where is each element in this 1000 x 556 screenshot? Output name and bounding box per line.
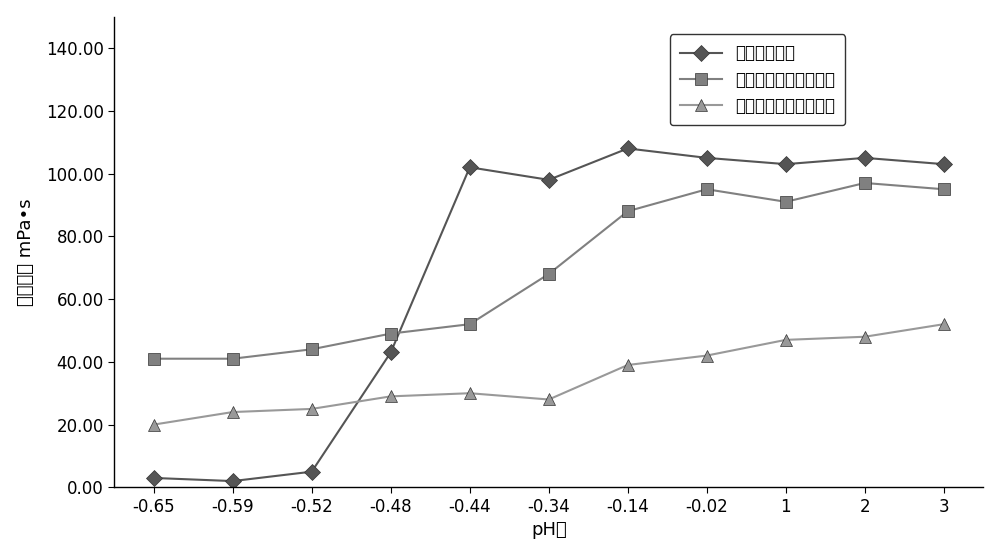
自选择分流剑 <box>385 349 397 356</box>
芥基甜菜碱表面活性剑 <box>622 208 634 215</box>
自选择分流剑 <box>938 161 950 167</box>
油基甜菜碱表面活性剑 <box>464 390 476 396</box>
芥基甜菜碱表面活性剑 <box>543 271 555 277</box>
芥基甜菜碱表面活性剑 <box>780 198 792 205</box>
芥基甜菜碱表面活性剑 <box>938 186 950 192</box>
油基甜菜碱表面活性剑 <box>148 421 160 428</box>
自选择分流剑 <box>622 145 634 152</box>
芥基甜菜碱表面活性剑 <box>859 180 871 186</box>
油基甜菜碱表面活性剑 <box>859 334 871 340</box>
芥基甜菜碱表面活性剑 <box>701 186 713 192</box>
Line: 芥基甜菜碱表面活性剑: 芥基甜菜碱表面活性剑 <box>148 177 949 364</box>
芥基甜菜碱表面活性剑 <box>148 355 160 362</box>
Line: 油基甜菜碱表面活性剑: 油基甜菜碱表面活性剑 <box>148 319 949 430</box>
油基甜菜碱表面活性剑 <box>227 409 239 415</box>
油基甜菜碱表面活性剑 <box>938 321 950 327</box>
Legend: 自选择分流剑, 芥基甜菜碱表面活性剑, 油基甜菜碱表面活性剑: 自选择分流剑, 芥基甜菜碱表面活性剑, 油基甜菜碱表面活性剑 <box>670 34 845 125</box>
Line: 自选择分流剑: 自选择分流剑 <box>148 143 949 486</box>
自选择分流剑 <box>464 164 476 171</box>
油基甜菜碱表面活性剑 <box>701 353 713 359</box>
自选择分流剑 <box>306 468 318 475</box>
自选择分流剑 <box>148 475 160 481</box>
油基甜菜碱表面活性剑 <box>543 396 555 403</box>
油基甜菜碱表面活性剑 <box>306 405 318 412</box>
自选择分流剑 <box>543 176 555 183</box>
自选择分流剑 <box>227 478 239 484</box>
Y-axis label: 表观粘度 mPa•s: 表观粘度 mPa•s <box>17 198 35 306</box>
芥基甜菜碱表面活性剑 <box>385 330 397 337</box>
X-axis label: pH値: pH値 <box>531 522 567 539</box>
芥基甜菜碱表面活性剑 <box>464 321 476 327</box>
油基甜菜碱表面活性剑 <box>385 393 397 400</box>
自选择分流剑 <box>780 161 792 167</box>
芥基甜菜碱表面活性剑 <box>227 355 239 362</box>
油基甜菜碱表面活性剑 <box>780 336 792 343</box>
自选择分流剑 <box>859 155 871 161</box>
自选择分流剑 <box>701 155 713 161</box>
油基甜菜碱表面活性剑 <box>622 361 634 368</box>
芥基甜菜碱表面活性剑 <box>306 346 318 353</box>
